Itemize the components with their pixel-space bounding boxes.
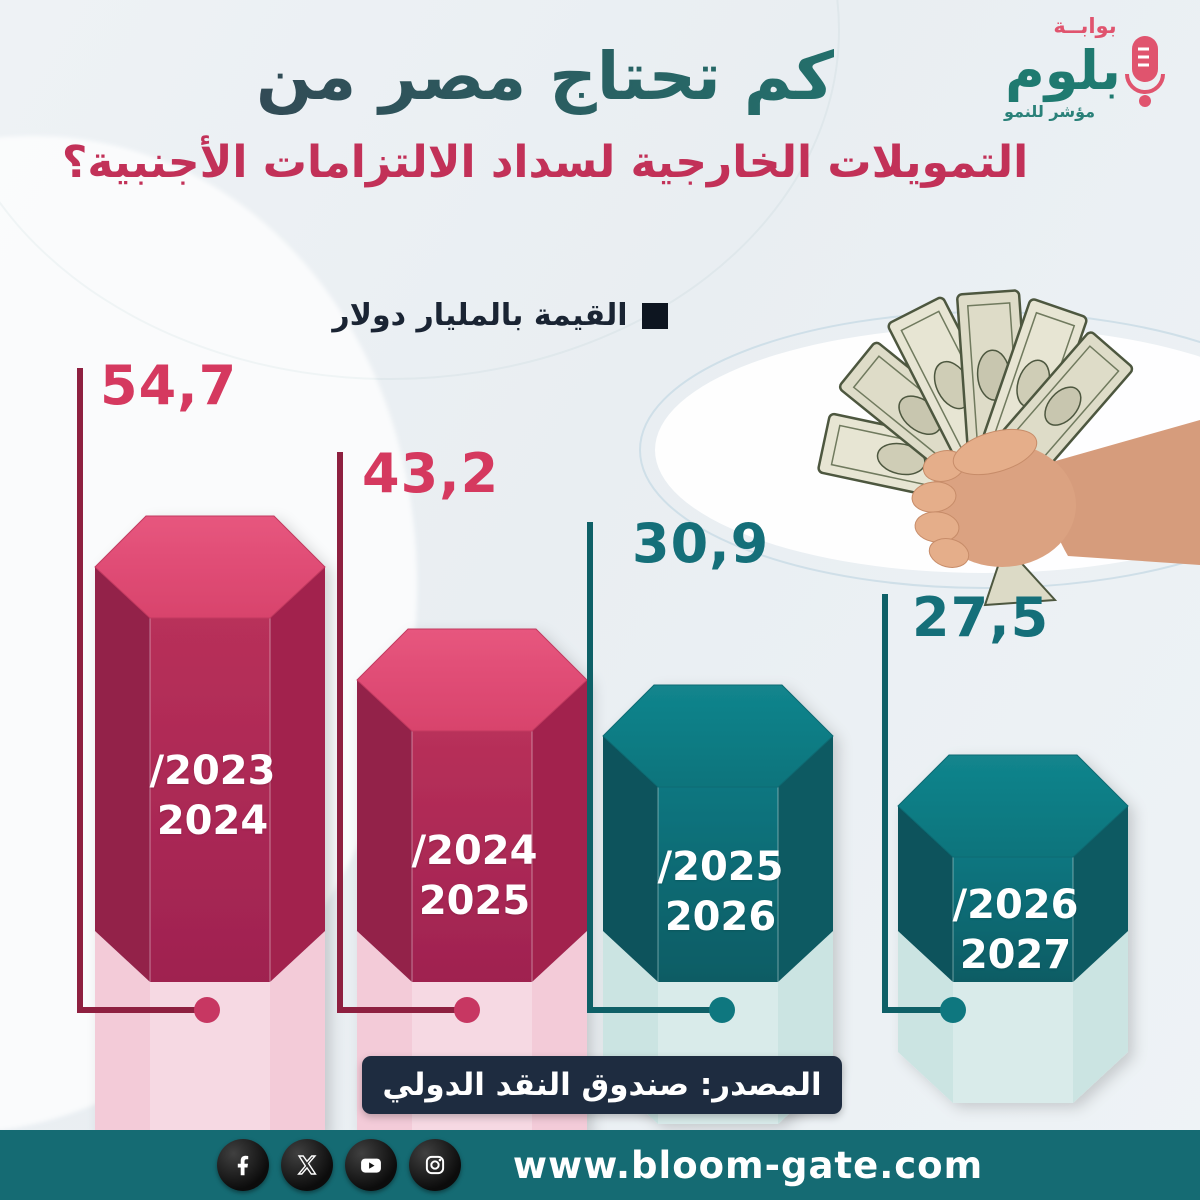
callout-line-2026-2027	[882, 594, 966, 1023]
youtube-icon[interactable]	[344, 1139, 397, 1191]
value-label-2025-2026: 30,9	[632, 512, 770, 575]
instagram-icon[interactable]	[408, 1139, 461, 1191]
social-icons	[216, 1139, 461, 1191]
value-label-2026-2027: 27,5	[912, 586, 1050, 649]
value-label-2023-2024: 54,7	[100, 354, 238, 417]
year-label-2024-2025: /2024 2025	[411, 828, 538, 924]
bar-2023-2024	[94, 515, 326, 1135]
title-line-1: كم تحتاج مصر من	[40, 38, 1050, 115]
hand-money-illustration	[817, 289, 1200, 607]
facebook-icon[interactable]	[216, 1139, 269, 1191]
website-url[interactable]: www.bloom-gate.com	[512, 1143, 984, 1187]
callout-line-2023-2024	[77, 368, 220, 1023]
bar-2026-2027	[897, 754, 1129, 1103]
year-label-2025-2026: /2025 2026	[657, 844, 784, 940]
value-label-2024-2025: 43,2	[362, 442, 500, 505]
callout-line-2024-2025	[337, 452, 480, 1023]
year-label-2026-2027: /2026 2027	[952, 882, 1079, 978]
footer-bar: www.bloom-gate.com	[0, 1130, 1200, 1200]
page-title: كم تحتاج مصر من التمويلات الخارجية لسداد…	[40, 38, 1050, 188]
year-label-2023-2024: /2023 2024	[149, 748, 276, 844]
title-line-2: التمويلات الخارجية لسداد الالتزامات الأج…	[61, 137, 1029, 188]
brand-logo: بوابــة بلوم مؤشر للنمو	[990, 14, 1180, 121]
logo-top-text: بوابــة	[1053, 14, 1117, 38]
x-twitter-icon[interactable]	[280, 1139, 333, 1191]
microphone-icon	[1124, 36, 1165, 107]
logo-tagline-text: مؤشر للنمو	[1004, 102, 1096, 121]
source-badge: المصدر: صندوق النقد الدولي	[362, 1056, 842, 1114]
logo-name-text: بلوم	[1005, 39, 1121, 103]
legend-marker-icon	[641, 302, 668, 329]
legend-label: القيمة بالمليار دولار	[332, 298, 628, 333]
callout-line-2025-2026	[587, 522, 735, 1023]
source-label: المصدر: صندوق النقد الدولي	[382, 1067, 822, 1103]
chart-legend: القيمة بالمليار دولار	[0, 298, 1000, 333]
